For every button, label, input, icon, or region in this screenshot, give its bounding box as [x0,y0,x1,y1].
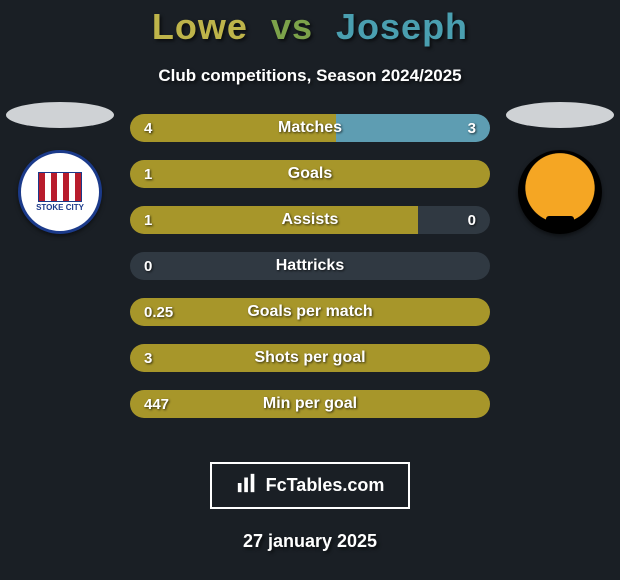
stat-value-right: 3 [468,114,476,142]
bar-fill-right [418,206,490,234]
player2-name: Joseph [336,6,468,47]
player1-crest: STOKE CITY [18,150,102,234]
stat-value-right: 0 [468,206,476,234]
stat-value-left: 3 [144,344,152,372]
stoke-stripes-icon [38,172,82,202]
stat-row: Assists10 [130,206,490,234]
player2-crest [518,150,602,234]
stat-value-left: 0.25 [144,298,173,326]
stat-row: Shots per goal3 [130,344,490,372]
comparison-title: Lowe vs Joseph [0,0,620,48]
player1-name: Lowe [152,6,248,47]
stat-row: Matches43 [130,114,490,142]
footer: FcTables.com 27 january 2025 [0,462,620,552]
player1-badge-column: STOKE CITY [0,102,120,234]
bar-fill-left [130,390,490,418]
stat-track [130,206,490,234]
stat-value-left: 0 [144,252,152,280]
stat-track [130,298,490,326]
footer-date: 27 january 2025 [243,531,377,552]
crest-left-label: STOKE CITY [36,204,84,213]
bar-fill-left [130,160,490,188]
stats-panel: STOKE CITY Matches43Goals1Assists10Hattr… [0,114,620,444]
stat-row: Hattricks0 [130,252,490,280]
subtitle: Club competitions, Season 2024/2025 [0,66,620,86]
vs-label: vs [271,6,313,47]
stat-value-left: 1 [144,206,152,234]
bar-fill-left [130,344,490,372]
stat-value-left: 447 [144,390,169,418]
player2-badge-column [500,102,620,234]
stat-row: Goals per match0.25 [130,298,490,326]
stat-track [130,160,490,188]
bar-fill-left [130,114,336,142]
stat-bars: Matches43Goals1Assists10Hattricks0Goals … [130,114,490,418]
brand-box: FcTables.com [210,462,411,509]
stat-row: Goals1 [130,160,490,188]
stat-value-left: 4 [144,114,152,142]
bar-fill-left [130,252,490,280]
stat-track [130,390,490,418]
player1-shadow [6,102,114,128]
bar-fill-left [130,206,418,234]
stat-value-left: 1 [144,160,152,188]
brand-text: FcTables.com [266,475,385,496]
stat-track [130,252,490,280]
bar-chart-icon [236,472,258,499]
stat-row: Min per goal447 [130,390,490,418]
bar-fill-left [130,298,490,326]
stat-track [130,344,490,372]
stat-track [130,114,490,142]
player2-shadow [506,102,614,128]
